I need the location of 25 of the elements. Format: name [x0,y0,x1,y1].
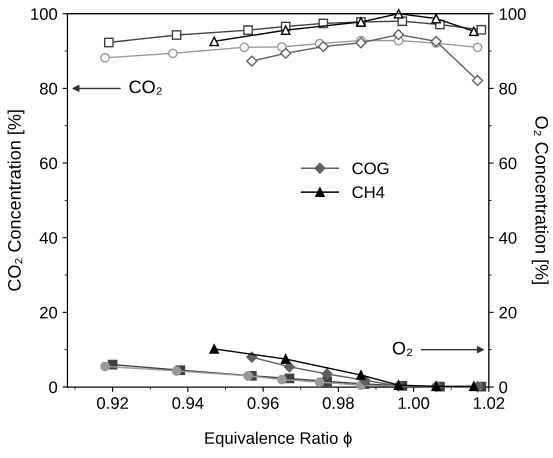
y-tick-label: 40 [40,232,58,244]
annotation: CO₂ [129,80,162,95]
y-tick-label: 80 [40,82,58,95]
x-tick-label: 1.02 [474,397,504,409]
y2-tick-label: 0 [499,381,508,394]
y2-tick-label: 60 [499,157,516,170]
x-tick-label: 0.98 [322,397,354,409]
y-tick-label: 0 [49,381,58,394]
y2-axis-title: O₂ Concentration [%] [532,116,549,284]
annotation: O₂ [392,342,412,356]
y2-tick-label: 40 [498,232,516,244]
y-tick-label: 100 [31,8,58,20]
y2-tick-label: 20 [499,306,516,319]
x-axis-title: Equivalence Ratio ϕ [205,432,352,448]
y-axis-title: CO₂ Concentration [%] [8,110,24,291]
y2-tick-label: 100 [500,8,526,20]
legend-label: CH4 [352,186,384,198]
x-tick-label: 0.96 [248,397,279,409]
y-tick-label: 60 [40,157,58,170]
x-tick-label: 1.00 [398,397,430,409]
x-tick-label: 0.94 [172,397,204,409]
y2-tick-label: 80 [499,82,516,95]
legend-label: COG [352,162,388,174]
x-tick-label: 0.92 [97,397,128,409]
y-tick-label: 20 [40,306,58,319]
